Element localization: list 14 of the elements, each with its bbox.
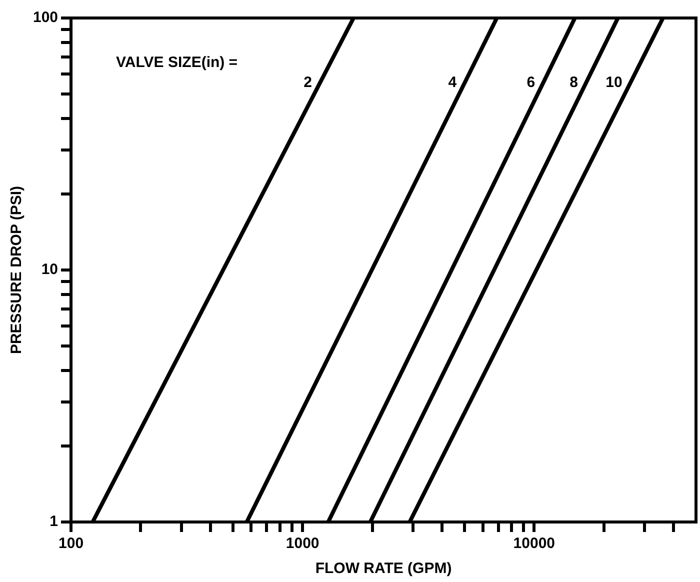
x-tick-label: 1000: [286, 535, 320, 552]
x-tick-label: 100: [58, 535, 84, 552]
series-label: 10: [606, 74, 622, 92]
y-tick-label: 10: [41, 261, 58, 278]
series-label: 6: [526, 74, 536, 92]
series-label: 2: [304, 74, 312, 92]
y-axis-title: PRESSURE DROP (PSI): [8, 186, 26, 354]
legend-title: VALVE SIZE(in) =: [116, 54, 238, 72]
series-label: 8: [570, 74, 578, 92]
series-label: 4: [448, 74, 458, 92]
x-tick-label: 10000: [513, 535, 556, 552]
y-tick-label: 1: [50, 513, 58, 530]
y-tick-label: 100: [32, 9, 58, 26]
x-axis-title: FLOW RATE (GPM): [315, 560, 452, 578]
